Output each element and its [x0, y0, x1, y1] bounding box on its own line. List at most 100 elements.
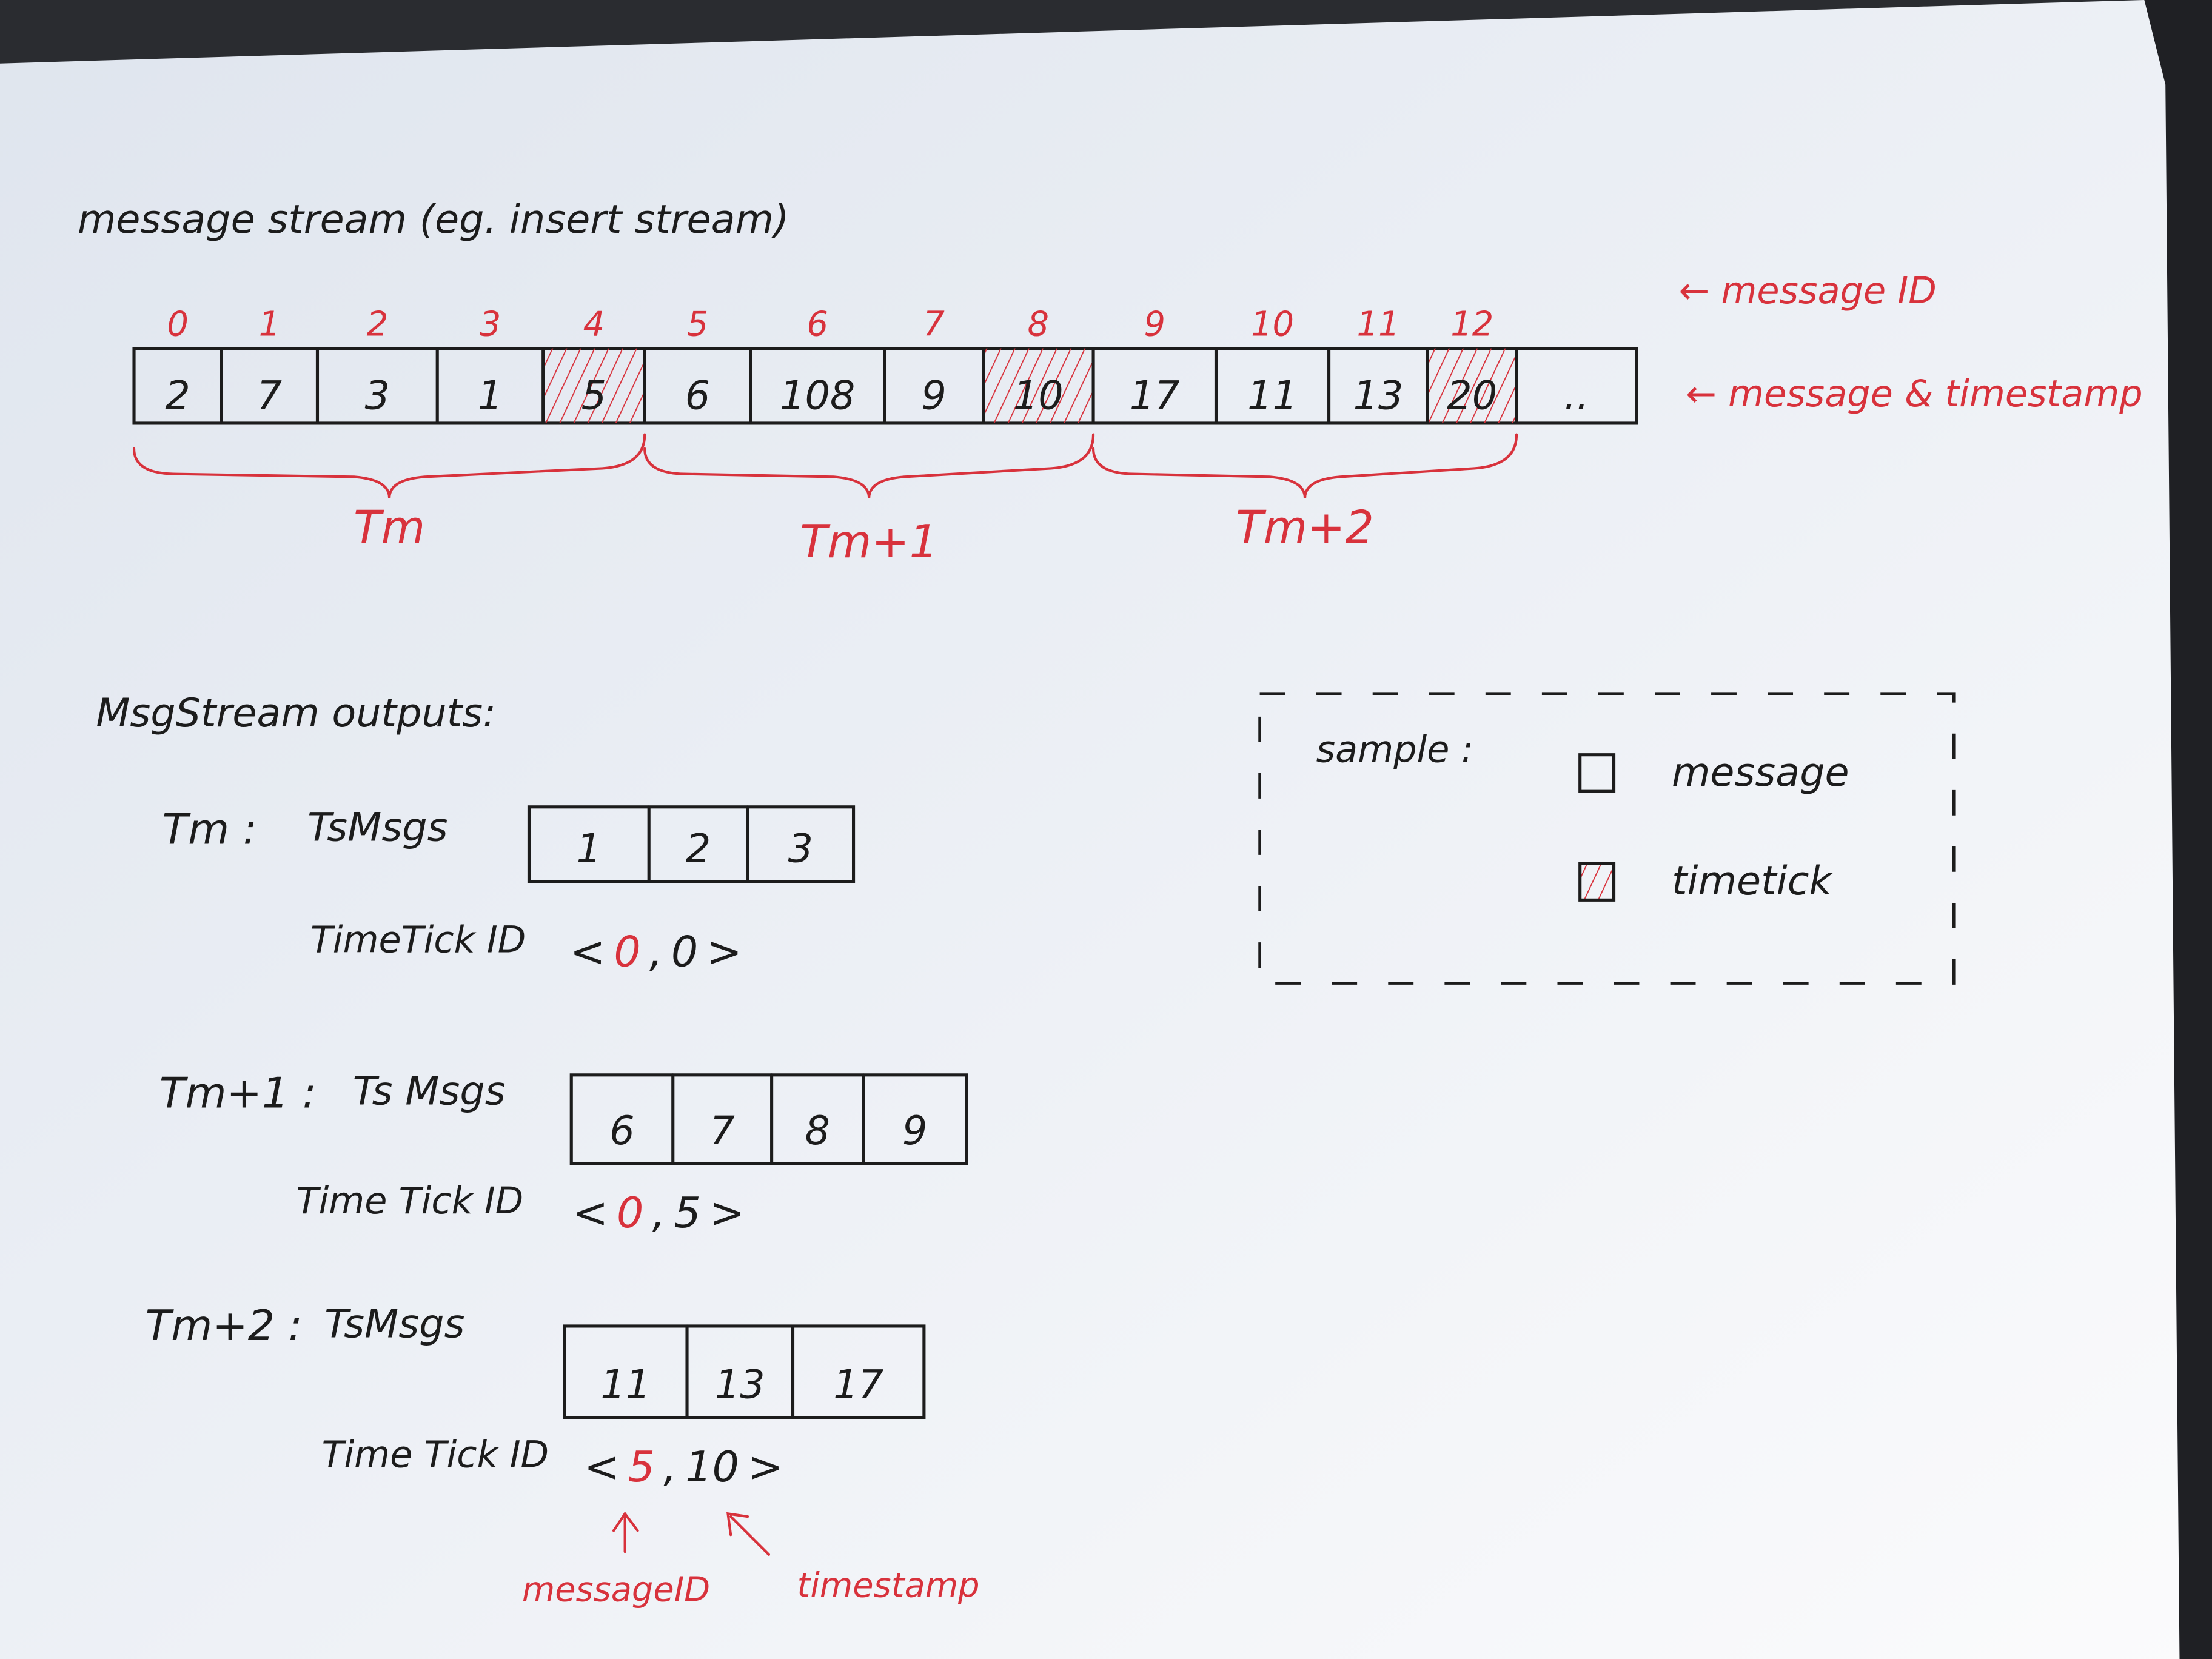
- period-label: Tm+2 :: [146, 1301, 303, 1350]
- tsmsg-value: 9: [902, 1108, 927, 1154]
- timetick-ts: 10: [685, 1443, 739, 1492]
- group-brace: [132, 433, 646, 498]
- period-label: Tm :: [163, 805, 257, 854]
- dark-top-edge: [0, 0, 2212, 64]
- square-icon: [1578, 753, 1616, 793]
- timestamp-value: 13: [1353, 374, 1404, 419]
- timetick-hatch: [543, 348, 645, 423]
- timestamp-value: 11: [1247, 374, 1298, 419]
- output-period: Tm+2 : TsMsgs 11 13 17 Time Tick ID <5, 10 >: [146, 1301, 926, 1492]
- stream-cell: 6: [643, 347, 710, 425]
- tsmsgs-label: TsMsgs: [324, 1302, 464, 1347]
- timetick-id-value: <5, 10 >: [584, 1443, 783, 1492]
- timetick-ts: 0: [671, 928, 698, 977]
- group-label: Tm: [354, 501, 425, 554]
- tsmsgs-box: [563, 1324, 926, 1419]
- legend-label: message: [1672, 750, 1849, 796]
- stream-cell: 5: [541, 347, 645, 425]
- message-id: 9: [1144, 305, 1165, 344]
- timetick-id-value: <0, 0 >: [570, 928, 742, 977]
- group-brace: [1091, 433, 1518, 498]
- stream-cell: 17: [1091, 347, 1180, 425]
- timetick-id-label: Time Tick ID: [297, 1180, 524, 1222]
- timetick-ts: 5: [674, 1188, 701, 1238]
- timestamp-value: 108: [780, 374, 855, 419]
- timestamp-value: 9: [921, 374, 946, 419]
- stream-cell: 10: [982, 347, 1094, 425]
- message-id: 8: [1028, 305, 1050, 344]
- stream-cell: 9: [883, 347, 947, 425]
- outputs-heading: MsgStream outputs:: [96, 691, 496, 736]
- timetick-sep: ,: [649, 928, 663, 977]
- group-brace: [643, 433, 1095, 498]
- message-id: 4: [583, 305, 605, 344]
- timestamp-value: 1: [478, 374, 503, 419]
- annotation-timestamp: timestamp: [726, 1512, 980, 1606]
- output-period: Tm+1 : Ts Msgs 6 7 8 9 Time Tick ID <0, 5 >: [159, 1068, 968, 1238]
- tsmsg-value: 7: [709, 1108, 734, 1154]
- message-stream: 2 7 3 1 5 6 108 9 10 17 11 13 20 ..0 1 2 3 4 5 6 7 8 9 10 11 12Tm…: [132, 305, 1638, 568]
- legend-title: sample :: [1316, 728, 1473, 771]
- tsmsg-value: 13: [715, 1362, 765, 1408]
- message-id: 1: [259, 305, 281, 344]
- timetick-close: >: [709, 1188, 745, 1238]
- timetick-hatch: [983, 348, 1094, 423]
- tsmsg-value: 17: [833, 1362, 883, 1408]
- message-id: 3: [480, 305, 501, 344]
- annotation-message-id: messageID: [522, 1511, 710, 1610]
- timestamp-value: 7: [257, 374, 282, 419]
- message-id: 0: [167, 305, 189, 344]
- timestamp-value: 2: [165, 374, 190, 419]
- timestamp-value: 20: [1447, 374, 1497, 419]
- message-id: 6: [806, 305, 828, 344]
- timetick-sep: ,: [652, 1188, 665, 1238]
- message-id: 11: [1356, 305, 1399, 344]
- tsmsgs-label: Ts Msgs: [353, 1069, 506, 1114]
- legend-label: timetick: [1672, 859, 1834, 904]
- tsmsgs-label: TsMsgs: [307, 805, 447, 851]
- timetick-id-value: <0, 5 >: [573, 1188, 745, 1238]
- timetick-close: >: [706, 928, 742, 977]
- tsmsg-value: 2: [686, 826, 711, 872]
- group-label: Tm+1: [800, 515, 938, 568]
- period-label: Tm+1 :: [159, 1068, 317, 1118]
- message-id: 12: [1450, 305, 1493, 344]
- stream-cell: 13: [1327, 347, 1404, 425]
- timestamp-value: ..: [1564, 374, 1589, 419]
- legend-item: message: [1578, 750, 1849, 796]
- timetick-open: <: [584, 1443, 619, 1492]
- stream-cell: 11: [1214, 347, 1298, 425]
- tsmsgs-box: [527, 805, 856, 883]
- message-id: 2: [367, 305, 389, 344]
- legend-box: sample : message timetick: [1258, 692, 1956, 985]
- tsmsgs-box: [569, 1073, 968, 1165]
- svg-text:timestamp: timestamp: [797, 1566, 979, 1606]
- stream-cell: 7: [220, 347, 282, 425]
- timestamp-value: 6: [685, 374, 710, 419]
- tsmsg-value: 11: [600, 1362, 651, 1408]
- tsmsg-value: 3: [788, 826, 813, 872]
- timetick-id: 0: [617, 1188, 643, 1238]
- timestamp-value: 10: [1013, 374, 1064, 419]
- timestamp-value: 3: [365, 374, 390, 419]
- diagram-title: message stream (eg. insert stream): [78, 197, 789, 243]
- timetick-close: >: [748, 1443, 783, 1492]
- stream-cell: 20: [1426, 347, 1517, 425]
- timetick-id-label: TimeTick ID: [310, 919, 526, 961]
- message-id: 10: [1251, 305, 1294, 344]
- timetick-hatch: [1427, 348, 1517, 423]
- timetick-sep: ,: [663, 1443, 677, 1492]
- timetick-id: 5: [628, 1443, 655, 1492]
- stream-cell: 1: [435, 347, 503, 425]
- group-label: Tm+2: [1236, 501, 1374, 554]
- timetick-open: <: [570, 928, 605, 977]
- stream-cell: ..: [1515, 347, 1589, 425]
- timetick-id: 0: [614, 928, 640, 977]
- message-id-label: ← message ID: [1679, 270, 1937, 312]
- timestamp-value: 17: [1130, 374, 1180, 419]
- stream-cell: 3: [315, 347, 390, 425]
